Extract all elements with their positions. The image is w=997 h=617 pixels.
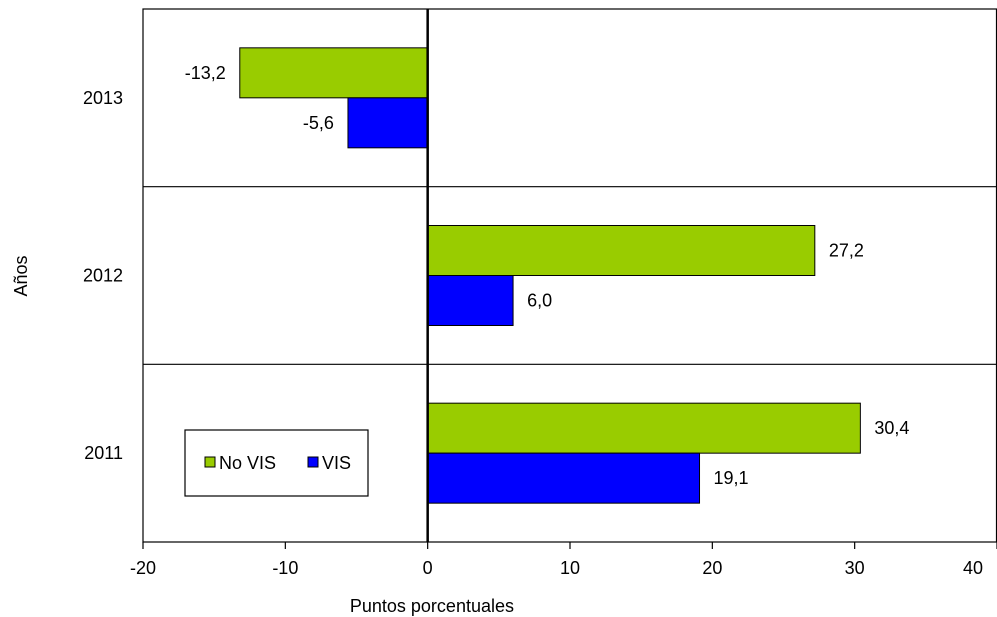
x-axis-title: Puntos porcentuales — [350, 596, 514, 616]
data-label: 30,4 — [874, 418, 909, 438]
data-label: -13,2 — [185, 63, 226, 83]
x-tick-label: 0 — [423, 558, 433, 578]
data-label: 6,0 — [527, 291, 552, 311]
legend-swatch-no-vis — [204, 456, 216, 468]
y-axis-title: Años — [11, 255, 31, 296]
bar-vis-2011 — [427, 452, 701, 504]
x-tick-label: 20 — [702, 558, 722, 578]
bars — [239, 47, 861, 504]
x-tick-label: -20 — [130, 558, 156, 578]
bar-vis-2013 — [347, 97, 429, 149]
bar-vis-2012 — [427, 275, 514, 326]
x-tick-label: 10 — [560, 558, 580, 578]
y-category-label: 2013 — [83, 88, 123, 108]
legend-label: No VIS — [219, 453, 276, 473]
y-category-label: 2011 — [84, 443, 123, 463]
x-tick-label: 30 — [845, 558, 865, 578]
x-tick-label: -10 — [272, 558, 298, 578]
y-axis-category-labels: 2013 2012 2011 — [83, 88, 123, 463]
legend-swatch-vis — [307, 456, 319, 468]
data-label: -5,6 — [303, 113, 334, 133]
bar-no-vis-2012 — [427, 225, 816, 276]
x-axis: -20 -10 0 10 20 30 40 — [130, 542, 997, 578]
data-labels: -13,2 -5,6 27,2 6,0 30,4 19,1 — [185, 63, 910, 488]
data-label: 19,1 — [714, 468, 749, 488]
legend: No VIS VIS — [184, 429, 369, 497]
x-tick-label: 40 — [963, 558, 983, 578]
legend-label: VIS — [322, 453, 351, 473]
bar-no-vis-2011 — [427, 402, 861, 454]
data-label: 27,2 — [829, 241, 864, 261]
y-category-label: 2012 — [83, 266, 123, 286]
category-separators — [143, 186, 997, 365]
bar-no-vis-2013 — [239, 47, 429, 99]
